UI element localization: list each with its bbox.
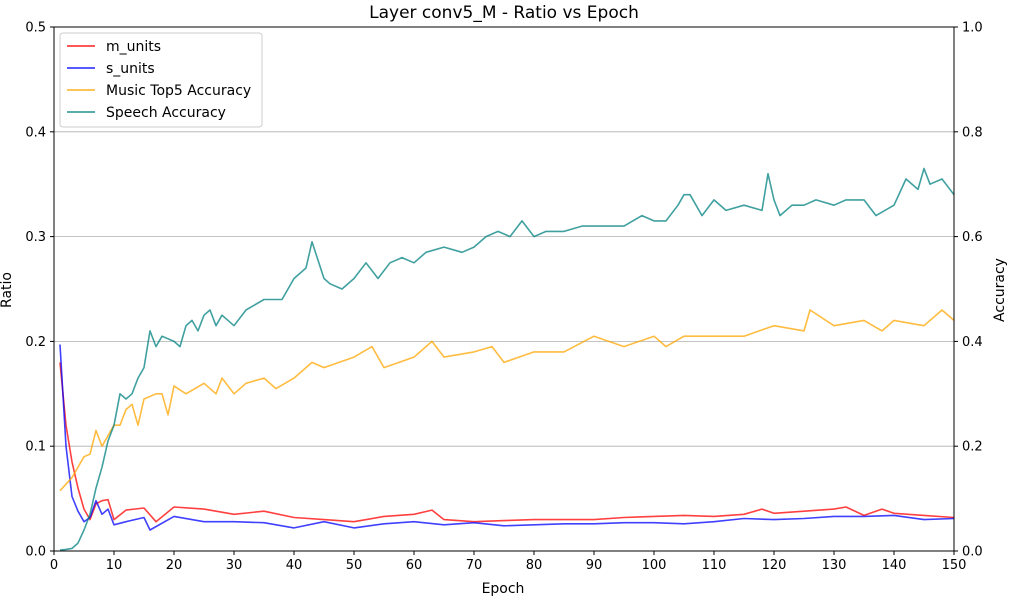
x-tick-label: 110 <box>702 558 727 573</box>
right-y-tick-label: 0.6 <box>962 230 983 245</box>
legend-entry-speech-accuracy-label: Speech Accuracy <box>106 105 226 121</box>
x-tick-label: 150 <box>942 558 967 573</box>
right-y-tick-label: 0.0 <box>962 545 983 560</box>
left-y-tick-label: 0.5 <box>25 21 46 36</box>
chart-title: Layer conv5_M - Ratio vs Epoch <box>369 3 639 23</box>
x-tick-label: 140 <box>882 558 907 573</box>
legend-box <box>59 32 263 128</box>
x-tick-label: 20 <box>166 558 183 573</box>
left-y-tick-label: 0.0 <box>25 545 46 560</box>
x-axis-title: Epoch <box>482 581 525 597</box>
legend: m_units s_units Music Top5 Accuracy Speech … <box>59 32 263 128</box>
series-speech-accuracy-line <box>59 167 955 551</box>
x-tick-label: 130 <box>822 558 847 573</box>
left-axis-title: Ratio <box>0 272 15 308</box>
legend-entry-s-units-label: s_units <box>106 61 155 77</box>
x-tick-label: 70 <box>466 558 483 573</box>
x-tick-label: 120 <box>762 558 787 573</box>
plot-frame <box>53 26 955 552</box>
left-y-tick-label: 0.2 <box>25 335 46 350</box>
left-y-tick-label: 0.1 <box>25 440 46 455</box>
x-tick-label: 100 <box>642 558 667 573</box>
series-s-units-line <box>59 344 955 531</box>
legend-entry-m-units-label: m_units <box>106 39 161 55</box>
x-tick-label: 30 <box>226 558 243 573</box>
left-y-tick-label: 0.4 <box>25 125 46 140</box>
series-m-units-line <box>59 362 955 523</box>
legend-entry-music-top5-label: Music Top5 Accuracy <box>106 83 251 99</box>
x-tick-label: 90 <box>586 558 603 573</box>
right-y-tick-label: 0.2 <box>962 440 983 455</box>
right-axis-title: Accuracy <box>992 258 1008 322</box>
right-y-tick-label: 1.0 <box>962 21 983 36</box>
x-tick-label: 60 <box>406 558 423 573</box>
right-y-tick-label: 0.8 <box>962 125 983 140</box>
x-tick-label: 10 <box>106 558 123 573</box>
x-tick-label: 40 <box>286 558 303 573</box>
left-y-tick-label: 0.3 <box>25 230 46 245</box>
series-music-top5-line <box>59 309 955 492</box>
x-tick-label: 80 <box>526 558 543 573</box>
x-tick-label: 0 <box>50 558 58 573</box>
right-y-tick-label: 0.4 <box>962 335 983 350</box>
x-tick-label: 50 <box>346 558 363 573</box>
